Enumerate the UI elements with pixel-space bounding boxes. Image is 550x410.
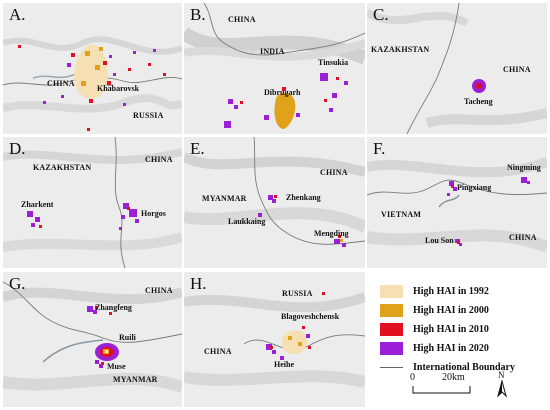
panel-label-b: B. <box>190 5 206 24</box>
city-label: Ruili <box>119 333 136 342</box>
boundary-line-f <box>367 179 547 196</box>
terrain-e <box>184 137 365 247</box>
boundary-line-e <box>253 137 365 245</box>
legend-item: High HAI in 2000 <box>380 303 489 317</box>
terrain-a <box>3 36 182 131</box>
terrain-b <box>184 3 365 129</box>
panel-label-e: E. <box>190 139 205 158</box>
terrain-d <box>3 137 182 268</box>
boundary-line-swatch <box>380 366 403 368</box>
country-label: CHINA <box>47 79 75 88</box>
country-label: KAZAKHSTAN <box>33 163 92 172</box>
legend-item: High HAI in 2010 <box>380 322 489 336</box>
country-label: CHINA <box>503 65 531 74</box>
country-label: MYANMAR <box>202 194 247 203</box>
panel-label-h: H. <box>190 274 207 293</box>
terrain-f <box>367 157 547 253</box>
country-label: CHINA <box>145 286 173 295</box>
legend-swatch <box>380 303 403 317</box>
city-label: Muse <box>107 362 126 371</box>
panel-label-f: F. <box>373 139 386 158</box>
city-label: Tacheng <box>464 97 493 106</box>
city-label: Zhangfeng <box>95 303 132 312</box>
north-label: N <box>498 370 505 380</box>
city-label: Zhenkang <box>286 193 321 202</box>
city-label: Mengding <box>314 229 349 238</box>
country-label: CHINA <box>204 347 232 356</box>
legend-item: High HAI in 1992 <box>380 284 489 298</box>
country-label: CHINA <box>320 168 348 177</box>
city-label: Blagoveshchensk <box>281 312 340 321</box>
boundary-line-g <box>3 281 182 343</box>
country-label: KAZAKHSTAN <box>371 45 430 54</box>
legend-item-boundary: International Boundary <box>380 360 515 374</box>
terrain-c <box>367 3 547 134</box>
city-label: Horgos <box>141 209 166 218</box>
panel-label-g: G. <box>9 274 26 293</box>
legend-item: High HAI in 2020 <box>380 341 489 355</box>
terrain-h <box>184 292 365 388</box>
city-label: Ningming <box>507 163 541 172</box>
map-panel-e: E. CHINA MYANMAR Zhenkang Laukkaing Meng… <box>184 137 365 268</box>
country-label: MYANMAR <box>113 375 158 384</box>
legend-swatch <box>380 284 403 298</box>
country-label: RUSSIA <box>282 289 313 298</box>
country-label: CHINA <box>509 233 537 242</box>
legend-label: High HAI in 2010 <box>413 323 489 335</box>
map-panel-d: D. KAZAKHSTAN CHINA Zharkent Horgos <box>3 137 182 268</box>
scale-bar <box>412 386 471 394</box>
map-panel-c: C. KAZAKHSTAN CHINA Tacheng <box>367 3 547 134</box>
country-label: RUSSIA <box>133 111 164 120</box>
legend-label: High HAI in 2020 <box>413 342 489 354</box>
map-panel-a: A. CHINA RUSSIA Khabarovsk <box>3 3 182 134</box>
city-label: Lou Son <box>425 236 454 245</box>
map-panel-f: F. VIETNAM CHINA Ningming Pingxiang Lou … <box>367 137 547 268</box>
country-label: CHINA <box>228 15 256 24</box>
boundary-line-d <box>114 137 126 268</box>
legend-swatch <box>380 341 403 355</box>
legend-label: High HAI in 1992 <box>413 285 489 297</box>
scale-zero-label: 0 <box>410 372 415 383</box>
legend-label: International Boundary <box>413 361 515 373</box>
country-label: CHINA <box>145 155 173 164</box>
map-legend: High HAI in 1992 High HAI in 2000 High H… <box>366 274 547 407</box>
legend-swatch <box>380 322 403 336</box>
map-panel-g: G. CHINA MYANMAR Zhangfeng Ruili Muse <box>3 272 182 407</box>
city-label: Tinsukia <box>318 58 349 67</box>
terrain-g <box>3 281 182 393</box>
country-label: INDIA <box>260 47 285 56</box>
panel-label-a: A. <box>9 5 26 24</box>
city-label: Dibrugarh <box>264 88 301 97</box>
map-panel-h: H. RUSSIA CHINA Blagoveshchensk Heihe <box>184 272 365 407</box>
boundary-line-b <box>203 3 365 56</box>
city-label: Pingxiang <box>457 183 492 192</box>
city-label: Khabarovsk <box>97 84 140 93</box>
boundary-line-c <box>406 3 460 134</box>
panel-label-d: D. <box>9 139 26 158</box>
panel-label-c: C. <box>373 5 389 24</box>
scale-distance-label: 20km <box>442 372 465 383</box>
country-label: VIETNAM <box>381 210 422 219</box>
legend-label: High HAI in 2000 <box>413 304 489 316</box>
city-label: Zharkent <box>21 200 54 209</box>
map-panel-b: B. CHINA INDIA Tinsukia Dibrugarh <box>184 3 365 134</box>
city-label: Heihe <box>274 360 294 369</box>
north-arrow-icon <box>497 380 507 398</box>
city-label: Laukkaing <box>228 217 266 226</box>
